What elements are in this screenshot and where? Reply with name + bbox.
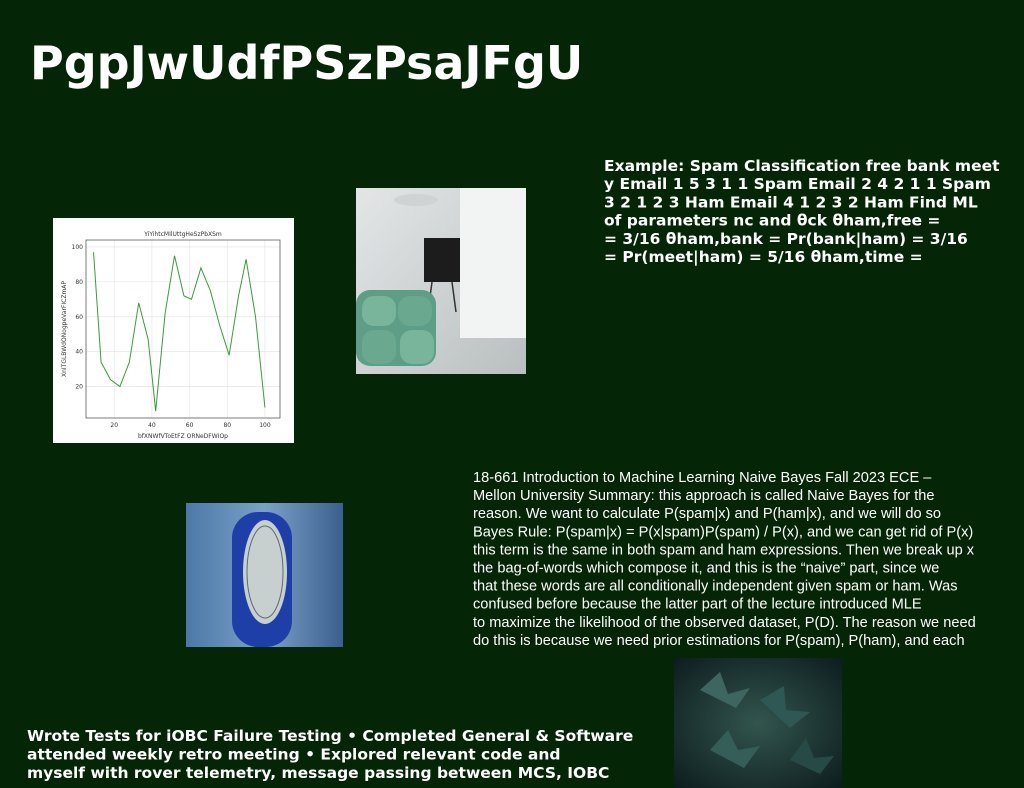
leaves-photo <box>674 658 842 788</box>
text-line: to maximize the likelihood of the observ… <box>473 615 976 631</box>
text-line: Wrote Tests for iOBC Failure Testing • C… <box>27 727 633 745</box>
text-line: Example: Spam Classification free bank m… <box>604 157 1000 175</box>
clock-photo <box>186 503 343 647</box>
text-line: attended weekly retro meeting • Explored… <box>27 746 560 764</box>
x-tick-label: 20 <box>110 422 118 429</box>
y-tick-label: 100 <box>72 244 84 251</box>
y-axis-label: XnITGLBWdONogpeVarFICZmAP <box>61 281 68 377</box>
chart-image: YiYihtcMIlUttgHeSzPbXSm bfXNWfVToEtFZ ORN… <box>53 218 294 443</box>
text-line: 3 2 1 2 3 Ham Email 4 1 2 3 2 Ham Find M… <box>604 193 978 211</box>
footer-block: Wrote Tests for iOBC Failure Testing • C… <box>27 727 633 782</box>
text-line: the bag-of-words which compose it, and t… <box>473 561 939 577</box>
y-tick-label: 60 <box>75 314 83 321</box>
y-tick-label: 20 <box>75 384 83 391</box>
text-line: of parameters nc and θck θham,free = <box>604 212 940 230</box>
text-line: 18-661 Introduction to Machine Learning … <box>473 470 932 486</box>
text-line: Mellon University Summary: this approach… <box>473 488 935 504</box>
notes-block: 18-661 Introduction to Machine Learning … <box>473 470 976 649</box>
text-line: Bayes Rule: P(spam|x) = P(x|spam)P(spam)… <box>473 524 973 540</box>
y-tick-label: 80 <box>75 279 83 286</box>
text-line: reason. We want to calculate P(spam|x) a… <box>473 506 941 522</box>
text-line: y Email 1 5 3 1 1 Spam Email 2 4 2 1 1 S… <box>604 175 991 193</box>
x-tick-label: 60 <box>186 422 194 429</box>
text-line: do this is because we need prior estimat… <box>473 633 965 649</box>
x-tick-label: 80 <box>223 422 231 429</box>
text-line: = 3/16 θham,bank = Pr(bank|ham) = 3/16 <box>604 230 968 249</box>
chart-title: YiYihtcMIlUttgHeSzPbXSm <box>143 231 222 238</box>
text-line: this term is the same in both spam and h… <box>473 542 975 558</box>
page-title: PgpJwUdfPSzPsaJFgU <box>30 36 583 90</box>
y-tick-label: 40 <box>75 349 83 356</box>
chart-background <box>53 218 294 443</box>
text-line: myself with rover telemetry, message pas… <box>27 764 609 782</box>
example-block: Example: Spam Classification free bank m… <box>604 157 1000 267</box>
plot-frame <box>85 239 281 419</box>
text-line: = Pr(meet|ham) = 5/16 θham,time = <box>604 248 923 267</box>
x-tick-label: 40 <box>148 422 156 429</box>
text-line: that these words are all conditionally i… <box>473 579 958 595</box>
data-line <box>93 252 266 412</box>
x-tick-label: 100 <box>259 422 271 429</box>
room-photo <box>356 188 526 374</box>
x-axis-label: bfXNWfVToEtFZ ORNeDFWIOp <box>138 433 228 440</box>
text-line: confused before because the latter part … <box>473 597 922 613</box>
